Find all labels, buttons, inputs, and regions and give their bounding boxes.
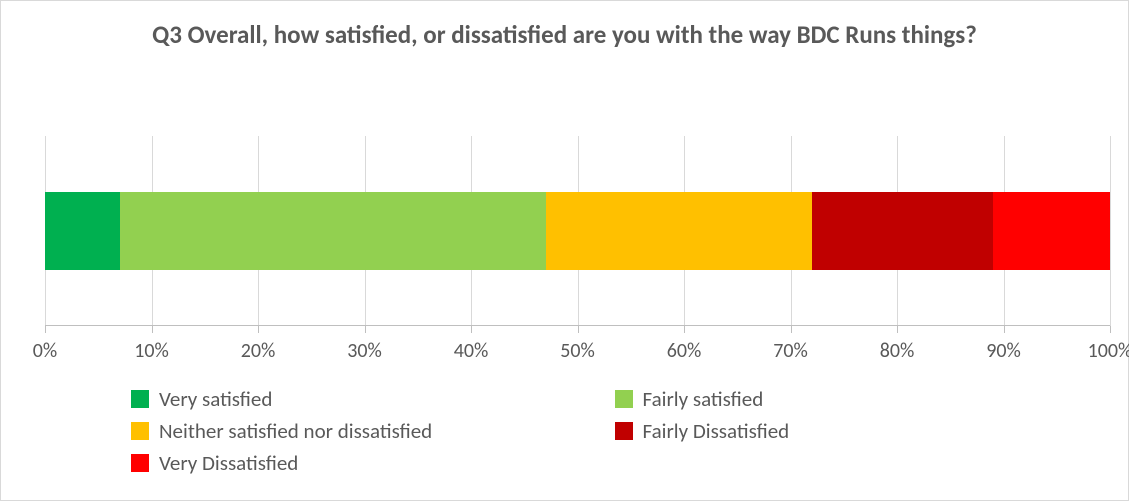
legend-item: Very satisfied	[131, 386, 605, 412]
legend-swatch	[131, 390, 149, 408]
x-axis-tick-label: 0%	[33, 339, 57, 363]
legend-swatch	[131, 454, 149, 472]
legend-label: Fairly satisfied	[643, 386, 764, 412]
tick-mark	[578, 326, 579, 333]
tick-mark	[897, 326, 898, 333]
x-axis-tick-label: 100%	[1088, 339, 1129, 363]
x-axis-tick-label: 90%	[986, 339, 1021, 363]
plot-area	[45, 136, 1110, 326]
x-axis-tick-label: 40%	[454, 339, 489, 363]
tick-mark	[471, 326, 472, 333]
legend-item: Fairly Dissatisfied	[615, 418, 1089, 444]
bar-segment	[812, 192, 993, 270]
legend-label: Very satisfied	[159, 386, 272, 412]
bar-segment	[45, 192, 120, 270]
tick-mark	[152, 326, 153, 333]
bar-segment	[993, 192, 1110, 270]
legend-item: Very Dissatisfied	[131, 450, 605, 476]
tick-mark	[45, 326, 46, 333]
x-axis-tick-label: 30%	[347, 339, 382, 363]
x-axis-tick-label: 20%	[241, 339, 276, 363]
x-axis-labels: 0%10%20%30%40%50%60%70%80%90%100%	[45, 339, 1110, 369]
legend-swatch	[615, 422, 633, 440]
legend-label: Neither satisfied nor dissatisfied	[159, 418, 432, 444]
x-axis-line	[45, 325, 1110, 326]
legend-label: Very Dissatisfied	[159, 450, 298, 476]
x-axis-tick-label: 60%	[667, 339, 702, 363]
tick-mark	[791, 326, 792, 333]
tick-mark	[258, 326, 259, 333]
stacked-bar	[45, 192, 1110, 270]
bar-segment	[546, 192, 812, 270]
x-axis-tick-label: 50%	[560, 339, 595, 363]
tick-mark	[1004, 326, 1005, 333]
legend-label: Fairly Dissatisfied	[643, 418, 790, 444]
x-axis-tick-label: 80%	[880, 339, 915, 363]
x-axis-tick-label: 70%	[773, 339, 808, 363]
chart-container: Q3 Overall, how satisfied, or dissatisfi…	[0, 0, 1129, 501]
tick-mark	[1110, 326, 1111, 333]
tick-mark	[365, 326, 366, 333]
legend: Very satisfied Fairly satisfied Neither sa…	[131, 386, 1088, 476]
legend-swatch	[131, 422, 149, 440]
legend-item: Fairly satisfied	[615, 386, 1089, 412]
chart-title: Q3 Overall, how satisfied, or dissatisfi…	[1, 1, 1128, 52]
legend-item: Neither satisfied nor dissatisfied	[131, 418, 605, 444]
x-axis-tick-label: 10%	[134, 339, 169, 363]
legend-swatch	[615, 390, 633, 408]
tick-mark	[684, 326, 685, 333]
bar-segment	[120, 192, 546, 270]
grid-line	[1110, 136, 1111, 326]
